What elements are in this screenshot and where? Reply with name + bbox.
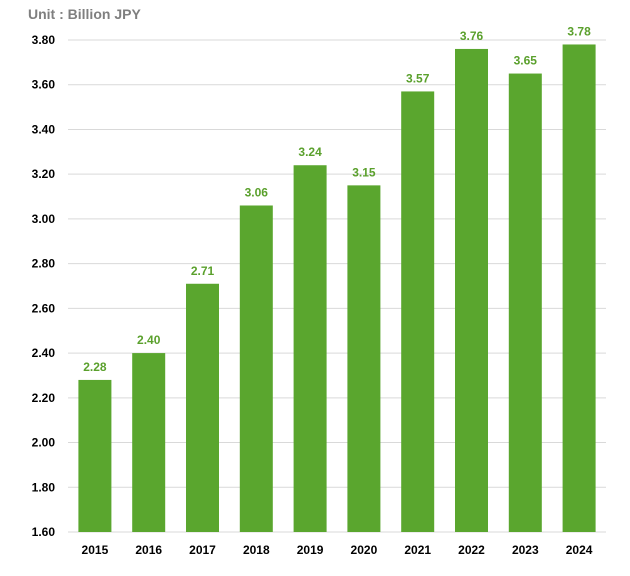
bar-2024 (562, 44, 596, 533)
y-tick-label: 2.00 (32, 436, 56, 450)
x-tick-label: 2020 (351, 543, 378, 557)
data-label-2016: 2.40 (137, 333, 161, 347)
y-tick-label: 2.60 (32, 301, 56, 315)
data-label-2018: 3.06 (245, 185, 269, 199)
data-label-2015: 2.28 (83, 360, 107, 374)
x-tick-label: 2016 (135, 543, 162, 557)
bar-2016 (132, 353, 166, 532)
x-tick-label: 2017 (189, 543, 216, 557)
data-label-2019: 3.24 (298, 145, 322, 159)
bar-2022 (455, 48, 488, 532)
y-tick-label: 2.40 (32, 346, 56, 360)
bar-2017 (186, 283, 219, 532)
data-label-2022: 3.76 (460, 29, 484, 43)
y-tick-label: 1.80 (32, 480, 56, 494)
y-tick-label: 2.80 (32, 257, 56, 271)
data-label-2023: 3.65 (514, 54, 538, 68)
x-tick-label: 2024 (566, 543, 593, 557)
bar-2023 (508, 73, 542, 532)
y-tick-label: 2.20 (32, 391, 56, 405)
y-tick-label: 1.60 (32, 525, 56, 539)
data-label-2017: 2.71 (191, 264, 215, 278)
unit-label: Unit : Billion JPY (28, 6, 141, 22)
x-tick-label: 2018 (243, 543, 270, 557)
data-label-2020: 3.15 (352, 165, 376, 179)
data-label-2024: 3.78 (567, 24, 591, 38)
bar-2020 (347, 185, 381, 532)
data-label-2021: 3.57 (406, 71, 430, 85)
x-tick-label: 2015 (82, 543, 109, 557)
y-tick-label: 3.60 (32, 78, 56, 92)
bar-2021 (401, 91, 435, 532)
x-tick-label: 2023 (512, 543, 539, 557)
x-tick-label: 2019 (297, 543, 324, 557)
x-tick-label: 2021 (404, 543, 431, 557)
y-tick-label: 3.00 (32, 212, 56, 226)
y-tick-label: 3.80 (32, 33, 56, 47)
bar-2018 (239, 205, 273, 532)
x-tick-label: 2022 (458, 543, 485, 557)
bar-2019 (293, 165, 327, 532)
bar-2015 (78, 379, 112, 532)
y-tick-label: 3.20 (32, 167, 56, 181)
y-tick-label: 3.40 (32, 122, 56, 136)
